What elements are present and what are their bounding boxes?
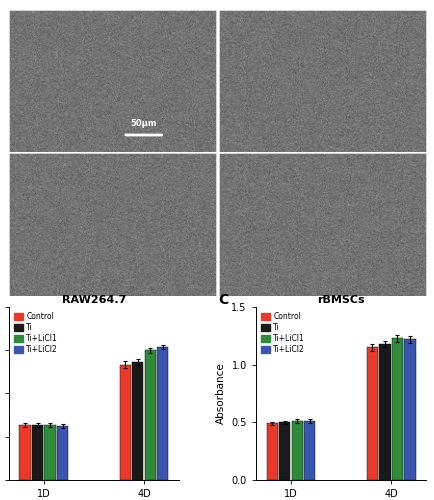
Bar (145, 350, 156, 480)
Legend: Control, Ti, Ti+LiCl1, Ti+LiCl2: Control, Ti, Ti+LiCl1, Ti+LiCl2 (13, 311, 59, 356)
Bar (303, 421, 315, 480)
Bar (278, 422, 289, 480)
Legend: Control, Ti, Ti+LiCl1, Ti+LiCl2: Control, Ti, Ti+LiCl1, Ti+LiCl2 (259, 311, 306, 356)
Bar (44, 425, 56, 480)
Text: 50μm: 50μm (130, 119, 157, 128)
Bar (157, 347, 168, 480)
Bar (391, 338, 402, 480)
Bar (404, 340, 415, 480)
Bar (19, 425, 30, 480)
Text: Contorl: Contorl (91, 164, 134, 173)
Bar (378, 344, 390, 480)
Bar (132, 362, 143, 480)
Text: C: C (218, 293, 228, 307)
Y-axis label: Absorbance: Absorbance (215, 362, 225, 424)
Text: Ti+LiCl5: Ti+LiCl5 (298, 307, 346, 317)
Bar (266, 424, 277, 480)
Title: RAW264.7: RAW264.7 (62, 295, 126, 305)
Text: Ti+LiCl1: Ti+LiCl1 (88, 307, 136, 317)
Text: A: A (4, 0, 15, 3)
Bar (32, 425, 43, 480)
Bar (119, 364, 131, 480)
Title: rBMSCs: rBMSCs (316, 295, 364, 305)
Bar (366, 348, 377, 480)
Bar (57, 426, 68, 480)
Bar (291, 421, 302, 480)
Text: Ti: Ti (316, 164, 327, 173)
